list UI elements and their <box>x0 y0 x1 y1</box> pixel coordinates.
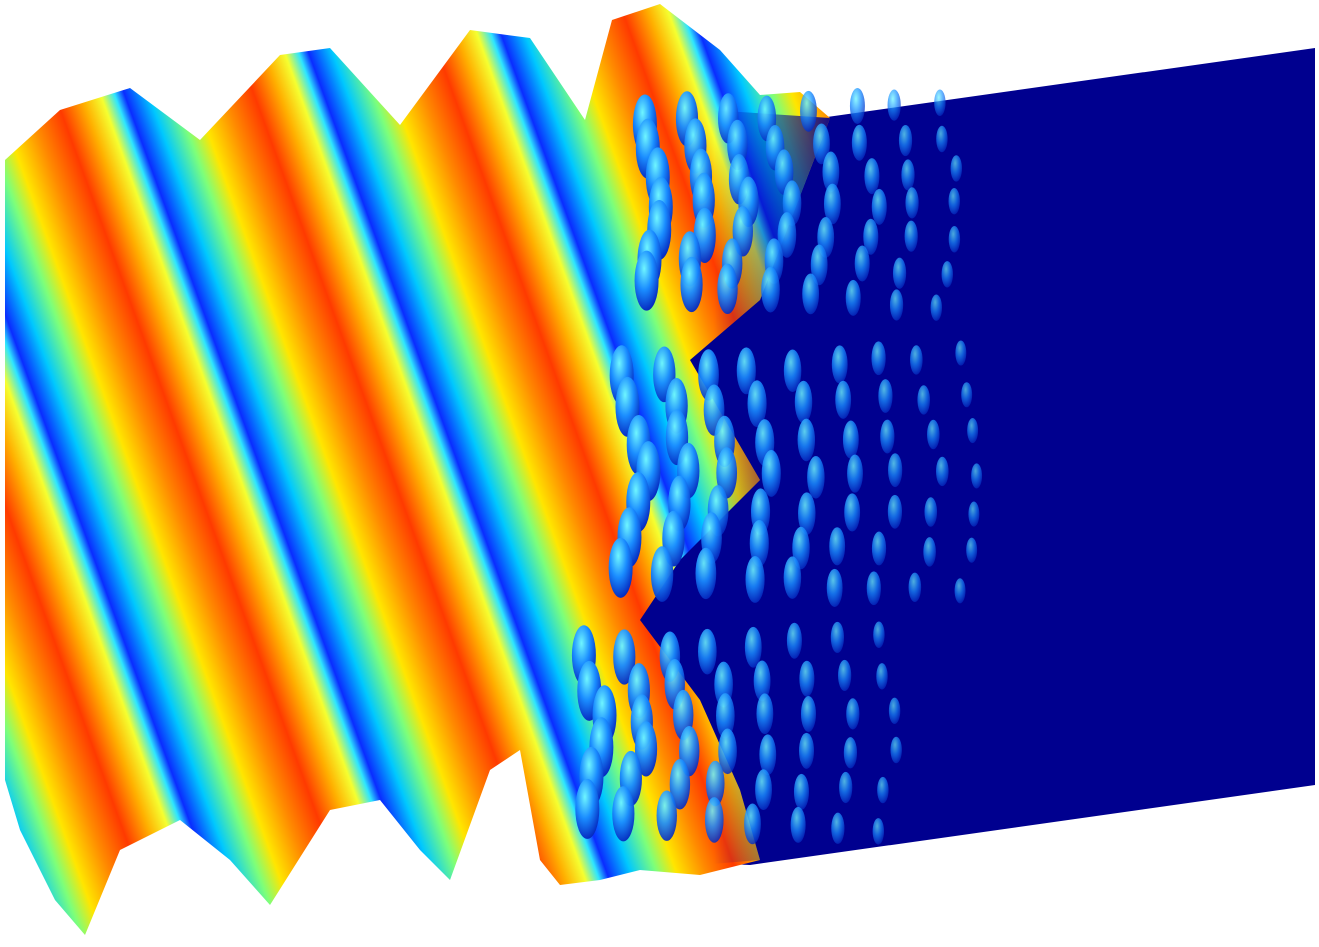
ripple-peak <box>838 660 851 691</box>
ripple-peak <box>844 737 857 768</box>
ripple-peak <box>872 189 887 225</box>
ripple-peak <box>966 538 977 563</box>
ripple-peak <box>839 772 852 803</box>
ripple-peak <box>925 497 938 526</box>
ripple-peak <box>934 90 945 116</box>
ripple-peak <box>794 774 809 810</box>
ripple-peak <box>612 786 634 841</box>
ripple-peak <box>927 420 940 449</box>
ripple-peak <box>651 546 673 602</box>
ripple-peak <box>744 804 761 845</box>
ripple-peak <box>961 382 972 407</box>
ripple-peak <box>872 532 886 566</box>
ripple-peak <box>889 698 900 724</box>
ripple-peak <box>967 418 978 443</box>
ripple-peak <box>899 125 912 156</box>
ripple-peak <box>657 790 677 840</box>
ripple-peak <box>807 456 824 499</box>
ripple-peak <box>873 622 884 648</box>
ripple-peak <box>798 419 815 462</box>
ripple-peak <box>888 90 901 121</box>
ripple-peak <box>759 734 776 775</box>
page: (() => { const data = JSON.parse(documen… <box>0 0 1319 947</box>
ripple-peak <box>949 188 960 214</box>
ripple-peak <box>791 807 806 843</box>
ripple-peak <box>705 797 724 843</box>
ripple-peak <box>942 261 953 287</box>
ripple-peak <box>890 737 901 763</box>
ripple-peak <box>951 155 962 181</box>
ripple-peak <box>877 777 888 803</box>
ripple-peak <box>784 556 801 599</box>
ripple-peak <box>635 251 659 311</box>
ripple-peak <box>873 818 884 844</box>
ripple-peak <box>971 463 982 488</box>
ripple-peak <box>949 226 960 252</box>
ripple-peak <box>799 733 814 769</box>
ripple-peak <box>890 289 903 320</box>
ripple-peak <box>923 537 936 566</box>
ripple-peak <box>829 527 845 565</box>
ripple-peak <box>909 573 922 602</box>
ripple-peak <box>844 493 860 531</box>
ripple-peak <box>901 159 914 190</box>
ripple-peak <box>831 622 844 653</box>
ripple-peak <box>850 88 865 124</box>
ripple-peak <box>800 91 817 132</box>
ripple-peak <box>968 502 979 527</box>
ripple-peak <box>910 345 923 374</box>
ripple-peak <box>852 125 867 161</box>
ripple-peak <box>698 629 717 675</box>
ripple-peak <box>802 273 819 314</box>
ripple-peak <box>799 661 814 697</box>
ripple-peak <box>787 623 802 659</box>
ripple-peak <box>795 381 812 424</box>
ripple-peak <box>917 385 930 414</box>
ripple-peak <box>871 341 885 375</box>
ripple-peak <box>745 627 762 668</box>
ripple-peak <box>936 126 947 152</box>
ripple-peak <box>893 258 906 289</box>
ripple-peak <box>905 221 918 252</box>
ripple-peak <box>876 663 887 689</box>
ripple-peak <box>905 187 918 218</box>
ripple-peak <box>831 813 844 844</box>
ripple-peak <box>847 454 863 492</box>
ripple-peak <box>867 571 881 605</box>
ripple-peak <box>746 556 765 603</box>
ripple-peak <box>843 421 859 459</box>
ripple-peak <box>936 457 949 486</box>
ripple-peak <box>761 267 780 313</box>
ripple-peak <box>855 246 870 282</box>
ripple-peak <box>680 257 702 312</box>
ripple-peak <box>695 548 716 599</box>
ripple-peak <box>931 294 942 320</box>
ripple-peak <box>827 569 843 607</box>
ripple-peak <box>878 379 892 413</box>
ripple-peak <box>717 264 737 314</box>
ripple-peak <box>609 538 633 598</box>
surface-render <box>0 0 1319 947</box>
ripple-peak <box>888 453 902 487</box>
ripple-peak <box>575 779 599 839</box>
ripple-peak <box>846 698 859 729</box>
ripple-peak <box>762 450 781 497</box>
ripple-peak <box>756 693 773 734</box>
ripple-peak <box>955 340 966 365</box>
ripple-peak <box>888 495 902 529</box>
ripple-peak <box>835 381 851 419</box>
ripple-peak <box>955 578 966 603</box>
ripple-peak <box>755 769 772 810</box>
ripple-peak <box>832 345 848 383</box>
ripple-peak <box>846 280 861 316</box>
ripple-peak <box>801 696 816 732</box>
ripple-peak <box>864 158 879 194</box>
ripple-peak <box>880 420 894 454</box>
